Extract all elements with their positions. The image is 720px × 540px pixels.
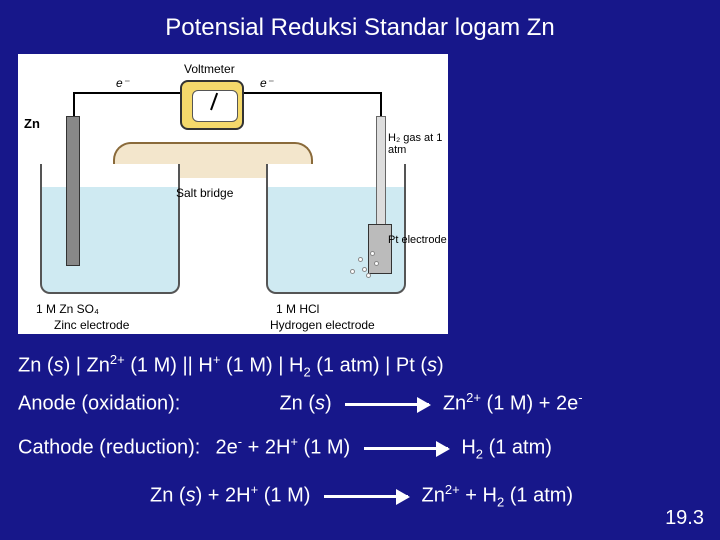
zinc-electrode [66, 116, 80, 266]
slide-title: Potensial Reduksi Standar logam Zn [0, 0, 720, 42]
hydrogen-electrode-label: Hydrogen electrode [270, 318, 375, 332]
electron-flow-right-label: e⁻ [260, 76, 273, 90]
electrochemical-cell-diagram: Voltmeter e⁻ e⁻ Zn Salt bridge H₂ gas at… [18, 54, 448, 334]
beaker-left [40, 164, 180, 294]
znso4-label: 1 M Zn SO₄ [36, 302, 99, 316]
page-number: 19.3 [665, 507, 704, 530]
zinc-electrode-label: Zinc electrode [54, 318, 129, 332]
reaction-arrow-icon [345, 403, 429, 406]
reaction-arrow-icon [324, 495, 408, 498]
voltmeter-label: Voltmeter [184, 62, 235, 76]
wire-left [73, 92, 181, 118]
cathode-half-reaction: Cathode (reduction): 2e- + 2H+ (1 M) H2 … [18, 434, 552, 462]
gas-tube [376, 116, 386, 226]
cathode-label: Cathode (reduction): [18, 437, 200, 459]
salt-bridge-label: Salt bridge [176, 186, 233, 200]
net-reaction: Zn (s) + 2H+ (1 M) Zn2+ + H2 (1 atm) [150, 482, 573, 510]
h2-gas-label: H₂ gas at 1 atm [388, 132, 448, 156]
electron-flow-left-label: e⁻ [116, 76, 129, 90]
hcl-label: 1 M HCl [276, 302, 319, 316]
pt-electrode-label: Pt electrode [388, 234, 447, 246]
anode-half-reaction: Anode (oxidation): Zn (s) Zn2+ (1 M) + 2… [18, 390, 583, 416]
wire-right [244, 92, 382, 118]
zn-label: Zn [24, 116, 40, 131]
anode-label: Anode (oxidation): [18, 393, 180, 415]
reaction-arrow-icon [364, 447, 448, 450]
cell-notation: Zn (s) | Zn2+ (1 M) || H+ (1 M) | H2 (1 … [18, 352, 444, 380]
h2-bubbles-icon [348, 249, 388, 283]
